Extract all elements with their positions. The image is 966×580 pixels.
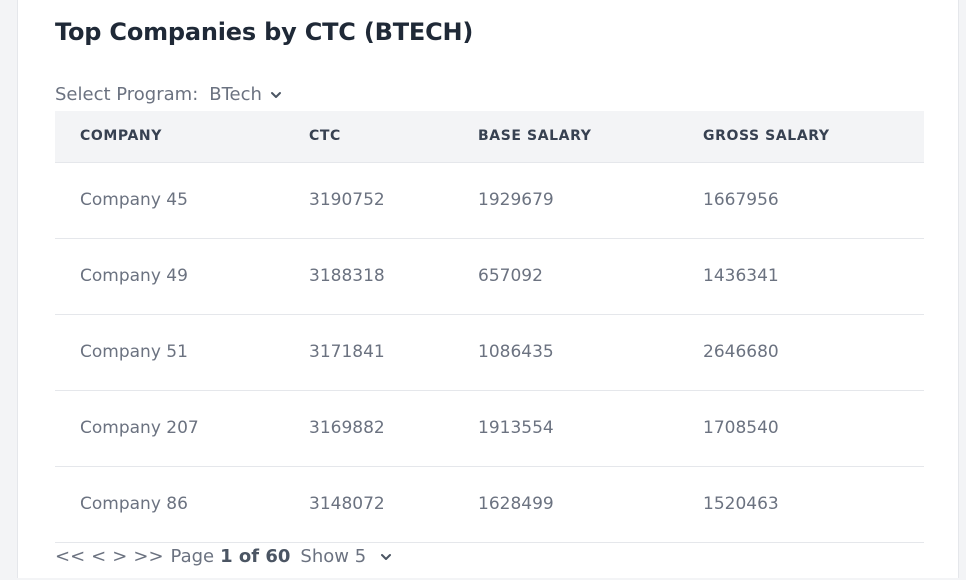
cell-company: Company 51 [55, 314, 309, 391]
cell-gross-salary: 1436341 [703, 238, 924, 315]
page-size-dropdown[interactable]: Show 5 [300, 546, 392, 567]
cell-company: Company 207 [55, 390, 309, 467]
program-label: Select Program: [55, 84, 199, 105]
page-size-label: Show 5 [300, 546, 367, 567]
cell-gross-salary: 1520463 [703, 466, 924, 543]
cell-gross-salary: 1708540 [703, 390, 924, 467]
chevron-down-icon [380, 551, 392, 563]
cell-ctc: 3188318 [309, 238, 478, 315]
next-page-button[interactable]: > [112, 546, 128, 567]
cell-ctc: 3171841 [309, 314, 478, 391]
cell-ctc: 3190752 [309, 162, 478, 239]
table-row: Company 86 3148072 1628499 1520463 [55, 466, 924, 543]
table-row: Company 45 3190752 1929679 1667956 [55, 162, 924, 239]
cell-ctc: 3148072 [309, 466, 478, 543]
pagination: << < > >> Page 1 of 60 Show 5 [55, 546, 392, 567]
column-header-company[interactable]: COMPANY [55, 111, 309, 163]
program-selector: Select Program: BTech [55, 84, 282, 105]
cell-gross-salary: 1667956 [703, 162, 924, 239]
column-header-gross-salary[interactable]: GROSS SALARY [703, 111, 924, 163]
cell-ctc: 3169882 [309, 390, 478, 467]
page-label: Page [170, 546, 215, 567]
card: Top Companies by CTC (BTECH) Select Prog… [17, 0, 959, 578]
first-page-button[interactable]: << [55, 546, 86, 567]
companies-table: COMPANY CTC BASE SALARY GROSS SALARY Com… [55, 111, 924, 543]
chevron-down-icon [270, 89, 282, 101]
last-page-button[interactable]: >> [133, 546, 164, 567]
table-header-row: COMPANY CTC BASE SALARY GROSS SALARY [55, 111, 924, 163]
table-row: Company 51 3171841 1086435 2646680 [55, 314, 924, 391]
cell-base-salary: 1929679 [478, 162, 703, 239]
cell-gross-salary: 2646680 [703, 314, 924, 391]
cell-base-salary: 1628499 [478, 466, 703, 543]
program-value: BTech [209, 84, 262, 105]
prev-page-button[interactable]: < [91, 546, 107, 567]
table-row: Company 207 3169882 1913554 1708540 [55, 390, 924, 467]
program-dropdown[interactable]: BTech [209, 84, 282, 105]
table-row: Company 49 3188318 657092 1436341 [55, 238, 924, 315]
page-indicator: 1 of 60 [220, 546, 291, 567]
cell-company: Company 49 [55, 238, 309, 315]
column-header-ctc[interactable]: CTC [309, 111, 478, 163]
page-title: Top Companies by CTC (BTECH) [55, 18, 474, 46]
column-header-base-salary[interactable]: BASE SALARY [478, 111, 703, 163]
cell-base-salary: 657092 [478, 238, 703, 315]
cell-company: Company 86 [55, 466, 309, 543]
cell-base-salary: 1913554 [478, 390, 703, 467]
cell-company: Company 45 [55, 162, 309, 239]
cell-base-salary: 1086435 [478, 314, 703, 391]
